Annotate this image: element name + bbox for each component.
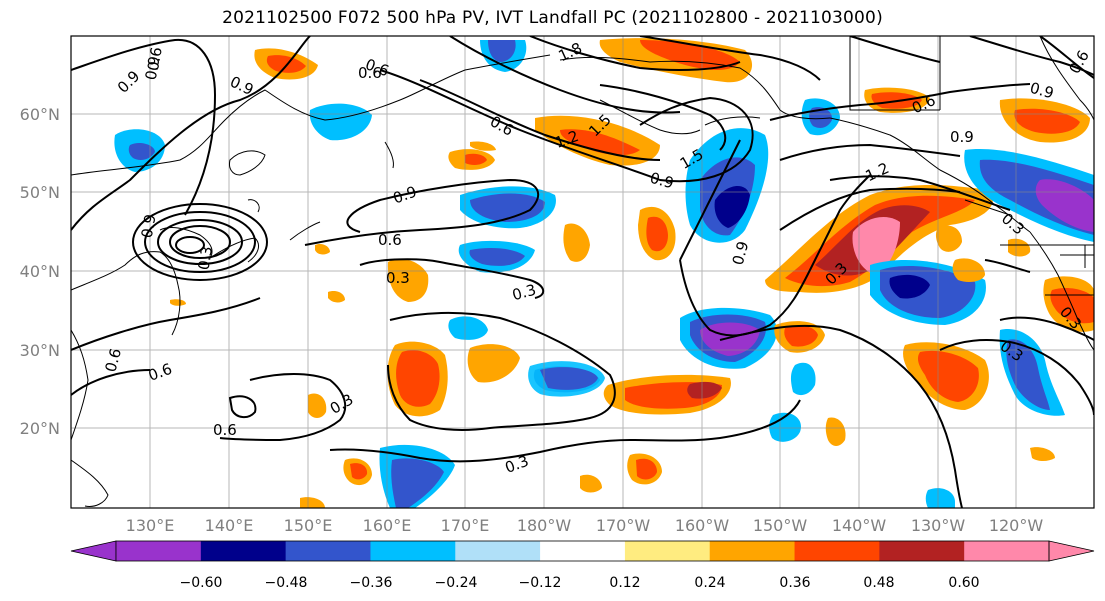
colorbar-ticks: −0.60 −0.48 −0.36 −0.24 −0.12 0.12 0.24 …: [180, 575, 980, 591]
contour-label: 0.3: [386, 269, 410, 287]
colorbar-frame: [115, 540, 1050, 562]
colorbar-swatch: [285, 541, 371, 561]
contour-label: 0.6: [213, 421, 237, 439]
lat-label: 60°N: [20, 105, 60, 124]
colorbar-tick-label: 0.60: [948, 575, 979, 591]
colorbar-tick-label: −0.60: [180, 575, 223, 591]
colorbar-swatch: [540, 541, 626, 561]
colorbar-swatch: [624, 541, 711, 561]
colorbar-tick-label: −0.24: [435, 575, 478, 591]
graticule: [71, 36, 1094, 508]
contour-label: 0.6: [378, 231, 402, 249]
map-frame: [70, 35, 1095, 509]
map-plot-area: 0.9 0.9 0.6 0.9 0.6 0.9 0.6 0.3 0.3 0.6 …: [71, 36, 1094, 508]
colorbar-swatch: [964, 541, 1050, 561]
colorbar-tick-label: 0.36: [779, 575, 810, 591]
lon-label: 140°W: [832, 516, 887, 535]
contour-label: 0.9: [729, 239, 753, 267]
lon-label: 130°E: [126, 516, 175, 535]
lat-label: 30°N: [20, 341, 60, 360]
map-title: 2021102500 F072 500 hPa PV, IVT Landfall…: [222, 8, 883, 28]
lat-label: 50°N: [20, 183, 60, 202]
coastlines: [71, 36, 1094, 507]
contour-label: 0.9: [1028, 79, 1056, 103]
colorbar-swatch: [370, 541, 456, 561]
contour-label: 0.6: [358, 64, 382, 82]
contour-label: 0.3: [510, 281, 538, 305]
colorbar-tick-label: −0.48: [265, 575, 308, 591]
colorbar-swatch: [116, 541, 202, 561]
lon-label: 140°E: [205, 516, 254, 535]
contour-label: 0.9: [648, 169, 676, 193]
colorbar-tick-label: −0.36: [350, 575, 393, 591]
lon-label: 180°W: [517, 516, 572, 535]
lon-label: 170°W: [596, 516, 651, 535]
pv-contours: [71, 36, 1094, 508]
colorbar-swatch: [200, 541, 287, 561]
lon-label: 170°E: [441, 516, 490, 535]
colorbar-tick-label: 0.12: [609, 575, 640, 591]
contour-label: 0.6: [144, 46, 166, 73]
contour-label: 0.6: [101, 346, 125, 374]
lat-axis: 60°N 50°N 40°N 30°N 20°N: [20, 105, 60, 438]
colorbar-swatch: [455, 541, 541, 561]
contour-label: 0.9: [138, 213, 160, 240]
lon-label: 120°W: [989, 516, 1044, 535]
colorbar-extend-max: [1048, 540, 1095, 562]
lat-label: 20°N: [20, 419, 60, 438]
lon-label: 160°E: [363, 516, 412, 535]
colorbar: [70, 540, 1095, 562]
lon-label: 160°W: [675, 516, 730, 535]
colorbar-extend-min: [70, 540, 117, 562]
colorbar-swatch: [879, 541, 965, 561]
colorbar-tick-label: 0.48: [863, 575, 894, 591]
contour-label: 0.3: [194, 245, 216, 272]
lon-label: 150°E: [284, 516, 333, 535]
lon-label: 130°W: [911, 516, 966, 535]
lat-label: 40°N: [20, 262, 60, 281]
colorbar-swatch: [794, 541, 880, 561]
lon-label: 150°W: [753, 516, 808, 535]
colorbar-tick-label: −0.12: [519, 575, 562, 591]
colorbar-tick-label: 0.24: [694, 575, 725, 591]
contour-label: 0.9: [950, 128, 974, 146]
colorbar-swatch: [709, 541, 796, 561]
contour-label: 0.9: [142, 55, 164, 82]
lon-axis: 130°E 140°E 150°E 160°E 170°E 180°W 170°…: [126, 516, 1044, 535]
